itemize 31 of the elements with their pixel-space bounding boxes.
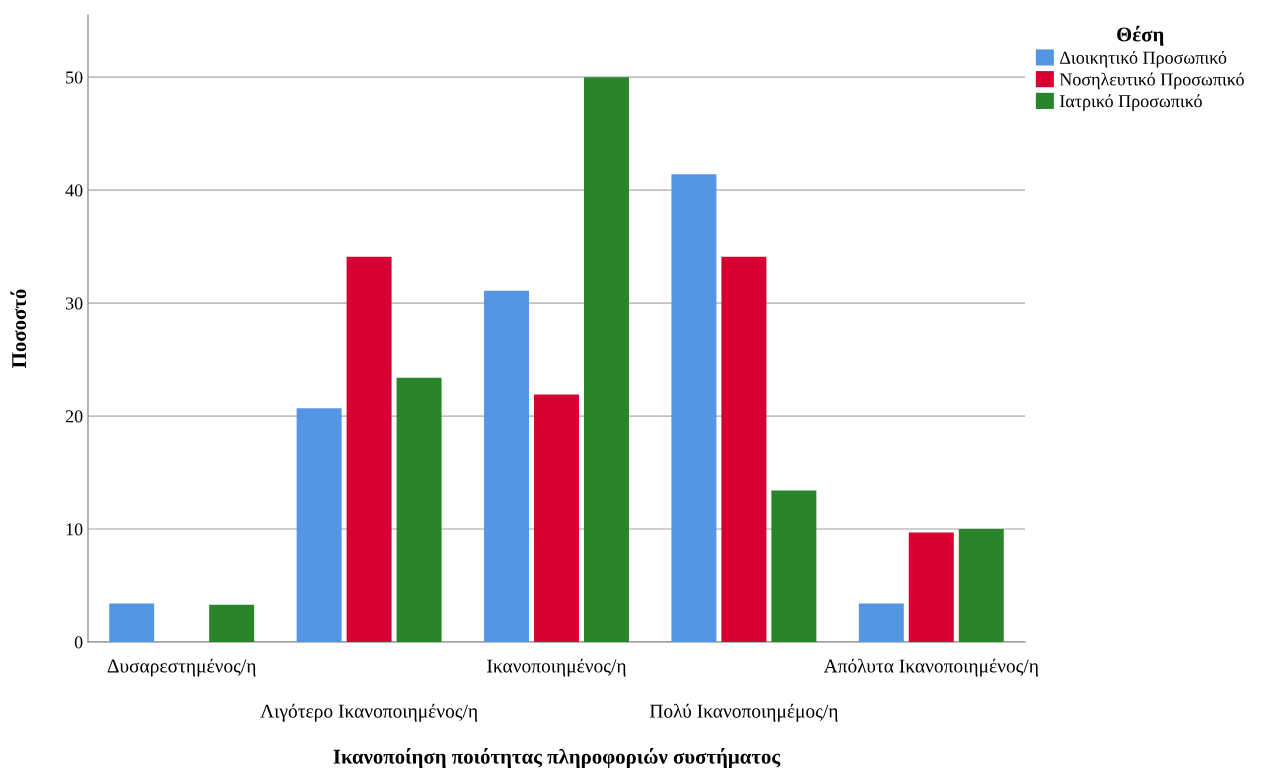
x-tick-label: Πολύ Ικανοποιημέμος/η (649, 703, 838, 722)
y-axis-title: Ποσοστό (10, 289, 27, 368)
x-tick-label: Δυσαρεστημένος/η (107, 658, 256, 677)
bar (908, 532, 954, 642)
y-tick-label: 10 (66, 523, 83, 536)
legend-label: Ιατρικό Προσωπικό (1059, 94, 1202, 111)
bar (583, 77, 629, 642)
bar (484, 290, 530, 642)
bar (346, 256, 392, 642)
bar (209, 604, 255, 642)
y-tick-label: 40 (65, 184, 83, 197)
y-tick-label: 20 (65, 410, 83, 423)
legend-label: Νοσηλευτικό Προσωπικό (1059, 72, 1244, 90)
y-tick-label: 50 (66, 71, 83, 84)
bar (858, 603, 904, 642)
bar (958, 529, 1004, 642)
bar (396, 377, 442, 642)
bar (296, 408, 342, 642)
x-axis-title: Ικανοποίηση ποιότητας πληροφοριών συστήματος (333, 748, 781, 768)
bar (671, 174, 717, 642)
bar (534, 394, 579, 642)
bar (109, 603, 155, 642)
x-tick-label: Ικανοποιημένος/η (487, 658, 626, 677)
bar (771, 490, 817, 642)
bar (721, 256, 767, 642)
x-tick-label: Απόλυτα Ικανοποιημένος/η (823, 658, 1038, 677)
legend-title: Θέση (1117, 25, 1164, 46)
y-tick-label: 30 (65, 297, 83, 310)
x-tick-label: Λιγότερο Ικανοποιημένος/η (260, 703, 478, 722)
legend-label: Διοικητικό Προσωπικό (1059, 50, 1227, 68)
y-tick-label: 0 (74, 636, 83, 649)
